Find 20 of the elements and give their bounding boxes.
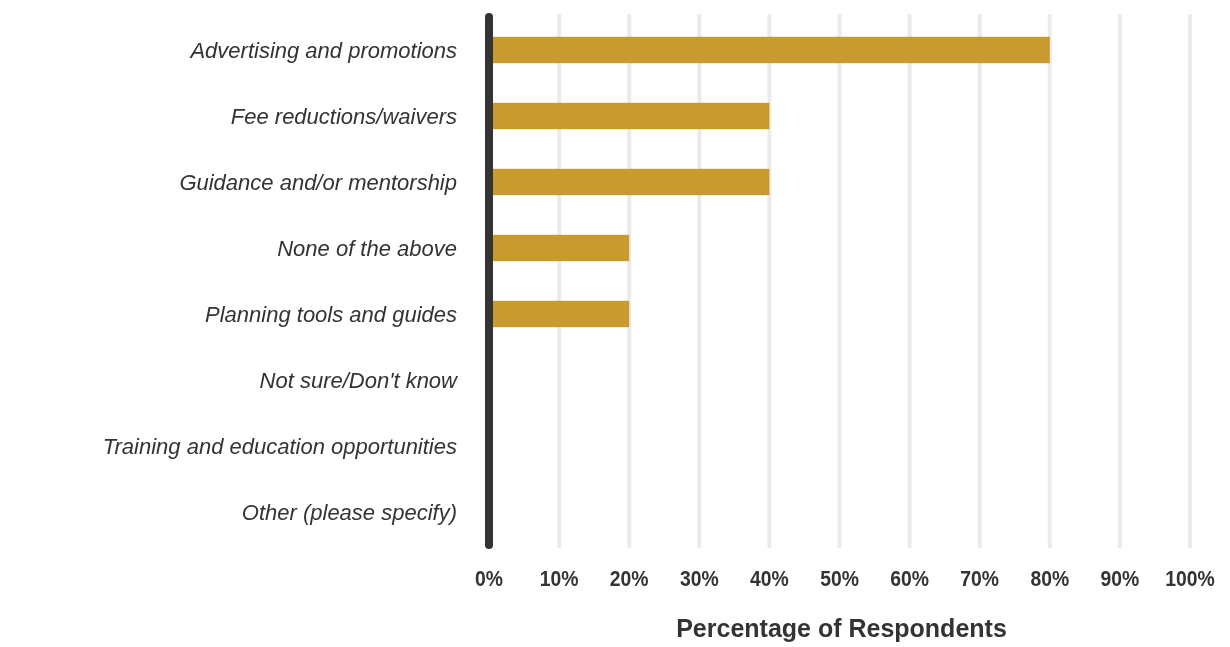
x-tick-label: 0% xyxy=(475,565,503,591)
x-tick-label: 10% xyxy=(539,565,579,591)
y-tick-label: Planning tools and guides xyxy=(205,301,457,327)
y-tick-label: Other (please specify) xyxy=(241,499,457,525)
y-tick-label: Not sure/Don't know xyxy=(259,367,460,393)
y-tick-label: Training and education opportunities xyxy=(102,433,457,459)
x-tick-label: 70% xyxy=(960,565,1000,591)
y-tick-label: Fee reductions/waivers xyxy=(230,103,457,129)
y-tick-label: None of the above xyxy=(277,235,457,261)
x-tick-label: 50% xyxy=(820,565,859,591)
x-tick-label: 80% xyxy=(1030,565,1070,591)
y-tick-label: Guidance and/or mentorship xyxy=(179,169,457,195)
x-tick-label: 40% xyxy=(750,565,789,591)
x-tick-label: 100% xyxy=(1165,565,1215,591)
x-tick-label: 60% xyxy=(890,565,929,591)
x-tick-label: 20% xyxy=(609,565,649,591)
y-tick-label: Advertising and promotions xyxy=(188,37,457,63)
x-tick-label: 30% xyxy=(679,565,719,591)
x-axis-title: Percentage of Respondents xyxy=(676,614,1007,642)
x-tick-label: 90% xyxy=(1100,565,1140,591)
